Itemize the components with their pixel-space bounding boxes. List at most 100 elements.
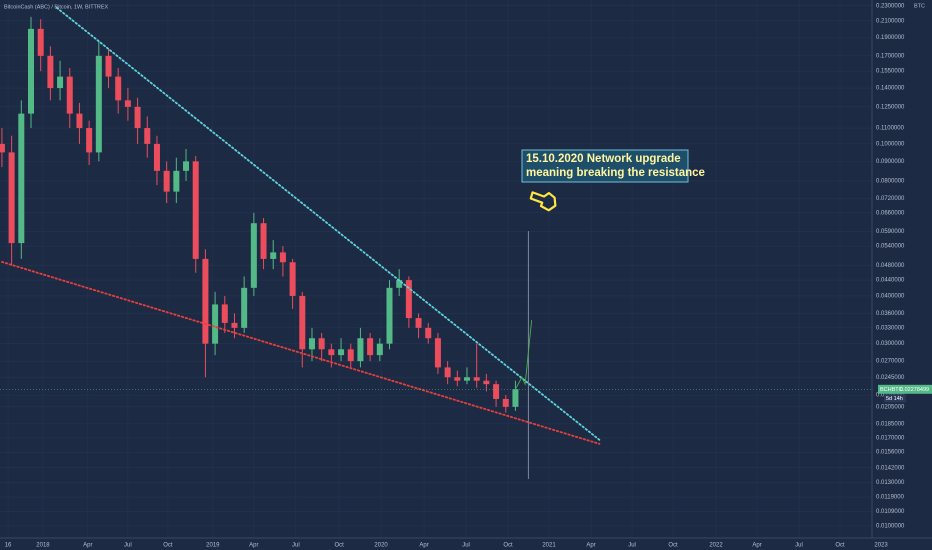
candle-body: [347, 349, 354, 362]
x-tick-label: 2023: [874, 543, 888, 549]
candle-body: [231, 322, 238, 328]
annotation-box: [521, 149, 689, 183]
y-tick-label: 0.0156000: [876, 450, 905, 456]
candle-body: [270, 252, 277, 259]
y-tick-label: 0.0270000: [876, 359, 905, 365]
x-tick-label: 16: [5, 543, 12, 549]
y-tick-label: 0.0360000: [876, 311, 905, 317]
candle-body: [250, 223, 257, 288]
candle-body: [454, 377, 461, 381]
trend-line: [514, 320, 533, 390]
x-tick-label: Jul: [124, 543, 132, 549]
y-tick-label: 0.0142000: [876, 465, 905, 471]
last-price-symbol: BCHBTC: [880, 387, 903, 393]
price-axis-panel: [872, 0, 932, 550]
candle-body: [95, 55, 102, 153]
trend-line: [55, 6, 601, 441]
candle-body: [367, 338, 374, 356]
candle-body: [299, 295, 306, 350]
candle-body: [76, 113, 83, 129]
candle-body: [8, 152, 15, 244]
x-tick-label: Oct: [163, 543, 173, 549]
candle-body: [376, 343, 383, 356]
y-tick-label: 0.0100000: [876, 524, 905, 530]
candle-body: [279, 252, 286, 263]
candle-body: [153, 143, 160, 171]
y-tick-label: 0.2300000: [876, 3, 905, 9]
candle-body: [192, 161, 199, 259]
candle-body: [47, 55, 54, 89]
y-tick-label: 0.0720000: [876, 196, 905, 202]
y-tick-label: 0.0900000: [876, 159, 905, 165]
candle-body: [115, 76, 122, 101]
candle-body: [134, 106, 141, 129]
x-tick-label: Oct: [503, 543, 513, 549]
annotation-line: 15.10.2020 Network upgrade: [526, 153, 681, 165]
y-tick-label: 0.1100000: [876, 126, 905, 132]
hand-outline: [529, 191, 557, 212]
countdown: 5d 14h: [886, 396, 903, 402]
candle-body: [289, 262, 296, 296]
candle-body: [386, 287, 393, 344]
candle-body: [183, 161, 190, 171]
candle-body: [37, 28, 44, 56]
axes: 0.2300000 0.2100000 0.1900000 0.1700000 0.15…: [0, 3, 932, 549]
y-tick-label: 0.1400000: [876, 86, 905, 92]
candle-body: [66, 76, 73, 114]
y-tick-label: 0.0300000: [876, 341, 905, 347]
countdown-box: [884, 394, 906, 403]
candle-body: [0, 143, 5, 153]
candle-body: [86, 128, 93, 153]
candle-body: [464, 377, 471, 381]
x-tick-label: Oct: [334, 543, 344, 549]
candle-body: [28, 28, 35, 114]
annotation-line: meaning breaking the resistance: [526, 167, 705, 179]
candle-body: [18, 113, 25, 244]
trend-line: [1, 261, 601, 445]
candle-body: [434, 338, 441, 368]
x-tick-label: Apr: [249, 543, 258, 549]
y-tick-label: 0.0660000: [876, 210, 905, 216]
annotation: 15.10.2020 Network upgrade meaning break…: [521, 149, 705, 183]
candle-body: [173, 170, 180, 192]
y-tick-label: 0.1000000: [876, 141, 905, 147]
x-tick-label: Apr: [752, 543, 761, 549]
x-tick-label: 2022: [709, 543, 723, 549]
x-tick-label: 2021: [542, 543, 556, 549]
plot: [0, 6, 601, 480]
candle-body: [124, 100, 131, 107]
y-tick-label: 0.1700000: [876, 53, 905, 59]
x-tick-label: Apr: [586, 543, 595, 549]
x-tick-label: Jul: [462, 543, 470, 549]
x-tick-label: Apr: [419, 543, 428, 549]
y-tick-label: 0.0245000: [876, 375, 905, 381]
candle-body: [318, 338, 325, 350]
y-tick-label: 0.0185000: [876, 421, 905, 427]
y-tick-label: 0.1250000: [876, 104, 905, 110]
candle-body: [308, 338, 315, 350]
y-tick-label: 0.0480000: [876, 263, 905, 269]
candle-body: [328, 349, 335, 356]
currency-label: BTC: [914, 3, 925, 9]
x-tick-label: Jul: [292, 543, 300, 549]
candle-body: [502, 398, 509, 407]
x-tick-label: Jul: [795, 543, 803, 549]
pointing-hand-icon: [529, 191, 557, 212]
y-tick-label: 0.0800000: [876, 178, 905, 184]
candle-body: [357, 338, 364, 362]
candle-body: [202, 258, 209, 344]
y-tick-label: 0.0170000: [876, 435, 905, 441]
candle-body: [212, 304, 219, 344]
candle-body: [163, 170, 170, 192]
y-tick-label: 0.0440000: [876, 278, 905, 284]
y-tick-label: 0.0330000: [876, 325, 905, 331]
y-tick-label: 0.0400000: [876, 294, 905, 300]
candle-body: [444, 367, 451, 378]
y-tick-label: 0.1550000: [876, 69, 905, 75]
x-tick-label: 2018: [36, 543, 50, 549]
candle-body: [405, 280, 412, 319]
candle-body: [473, 377, 480, 381]
last-price-value: 0.02278499: [900, 387, 929, 393]
x-tick-label: Oct: [668, 543, 678, 549]
